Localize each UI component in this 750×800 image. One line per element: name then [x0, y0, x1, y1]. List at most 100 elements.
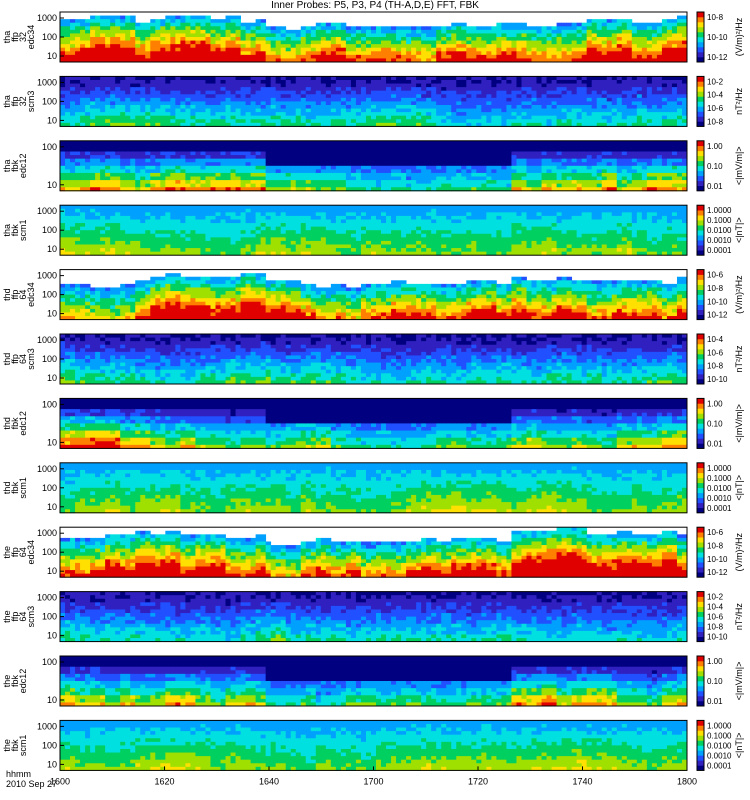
spectrogram-cell: [436, 115, 442, 120]
spectrogram-cell: [270, 140, 277, 145]
spectrogram-cell: [245, 90, 252, 95]
spectrogram-cell: [481, 155, 487, 160]
spectrogram-cell: [401, 165, 407, 170]
spectrogram-cell: [521, 140, 527, 145]
spectrogram-cell: [581, 33, 588, 38]
spectrogram-cell: [621, 19, 628, 24]
spectrogram-cell: [140, 122, 146, 127]
spectrogram-cell: [501, 40, 507, 45]
spectrogram-cell: [95, 155, 101, 160]
spectrogram-cell: [195, 19, 201, 24]
spectrogram-cell: [320, 47, 327, 52]
spectrogram-cell: [180, 165, 186, 170]
spectrogram-cell: [160, 158, 166, 163]
spectrogram-cell: [365, 47, 372, 52]
spectrogram-cell: [330, 33, 337, 38]
spectrogram-cell: [541, 140, 547, 145]
spectrogram-cell: [521, 144, 527, 149]
spectrogram-cell: [210, 151, 216, 156]
spectrogram-cell: [200, 151, 206, 156]
spectrogram-cell: [551, 94, 557, 99]
spectrogram-cell: [426, 87, 432, 92]
colorbar-unit: <|mV/m|>: [734, 146, 744, 185]
spectrogram-cell: [426, 37, 432, 41]
spectrogram-cell: [170, 180, 176, 185]
spectrogram-cell: [661, 151, 668, 156]
spectrogram-cell: [511, 44, 517, 49]
spectrogram-cell: [355, 37, 362, 41]
spectrogram-cell: [355, 51, 362, 56]
spectrogram-cell: [411, 97, 417, 102]
spectrogram-cell: [586, 112, 593, 117]
spectrogram-cell: [310, 101, 317, 106]
spectrogram-cell: [481, 151, 487, 156]
spectrogram-cell: [626, 90, 633, 95]
spectrogram-cell: [456, 79, 462, 84]
spectrogram-cell: [175, 172, 181, 177]
spectrogram-cell: [65, 162, 71, 167]
spectrogram-cell: [160, 54, 166, 59]
spectrogram-cell: [421, 58, 427, 63]
spectrogram-cell: [621, 183, 628, 188]
spectrogram-cell: [180, 83, 186, 88]
spectrogram-cell: [315, 112, 322, 117]
spectrogram-cell: [616, 101, 623, 106]
spectrogram-cell: [330, 140, 337, 145]
spectrogram-cell: [386, 151, 392, 156]
spectrogram-cell: [230, 169, 236, 174]
spectrogram-cell: [671, 172, 678, 177]
spectrogram-cell: [280, 176, 287, 181]
spectrogram-cell: [275, 37, 282, 41]
spectrogram-cell: [355, 183, 362, 188]
spectrogram-cell: [511, 97, 517, 102]
spectrogram-cell: [431, 144, 437, 149]
spectrogram-cell: [516, 169, 522, 174]
spectrogram-cell: [606, 155, 613, 160]
spectrogram-cell: [340, 58, 347, 63]
spectrogram-cell: [501, 122, 507, 127]
spectrogram-cell: [626, 26, 633, 31]
spectrogram-cell: [521, 37, 527, 41]
spectrogram-cell: [381, 40, 387, 45]
spectrogram-cell: [130, 147, 136, 152]
spectrogram-cell: [436, 172, 442, 177]
spectrogram-cell: [501, 162, 507, 167]
spectrogram-cell: [381, 158, 387, 163]
spectrogram-cell: [260, 165, 267, 170]
spectrogram-cell: [601, 155, 608, 160]
spectrogram-cell: [170, 44, 176, 49]
spectrogram-cell: [636, 183, 643, 188]
spectrogram-cell: [681, 29, 688, 34]
spectrogram-cell: [205, 54, 211, 59]
spectrogram-cell: [401, 122, 407, 127]
spectrogram-cell: [140, 87, 146, 92]
spectrogram-cell: [426, 151, 432, 156]
spectrogram-cell: [190, 155, 196, 160]
spectrogram-cell: [245, 40, 252, 45]
spectrogram-cell: [320, 112, 327, 117]
spectrogram-cell: [411, 104, 417, 109]
spectrogram-cell: [335, 140, 342, 145]
spectrogram-cell: [360, 165, 367, 170]
spectrogram-cell: [300, 108, 307, 113]
spectrogram-cell: [60, 169, 66, 174]
spectrogram-cell: [386, 101, 392, 106]
spectrogram-cell: [340, 51, 347, 56]
spectrogram-cell: [105, 122, 111, 127]
spectrogram-cell: [65, 40, 71, 45]
spectrogram-cell: [476, 83, 482, 88]
spectrogram-cell: [235, 140, 241, 145]
spectrogram-cell: [60, 215, 66, 220]
spectrogram-cell: [175, 26, 181, 31]
spectrogram-cell: [305, 47, 312, 52]
spectrogram-cell: [90, 94, 96, 99]
spectrogram-cell: [676, 187, 683, 192]
spectrogram-cell: [300, 83, 307, 88]
spectrogram-cell: [576, 76, 583, 81]
spectrogram-cell: [491, 47, 497, 52]
spectrogram-cell: [661, 155, 668, 160]
spectrogram-cell: [641, 22, 648, 27]
spectrogram-cell: [506, 87, 512, 92]
spectrogram-cell: [501, 47, 507, 52]
spectrogram-cell: [265, 140, 272, 145]
